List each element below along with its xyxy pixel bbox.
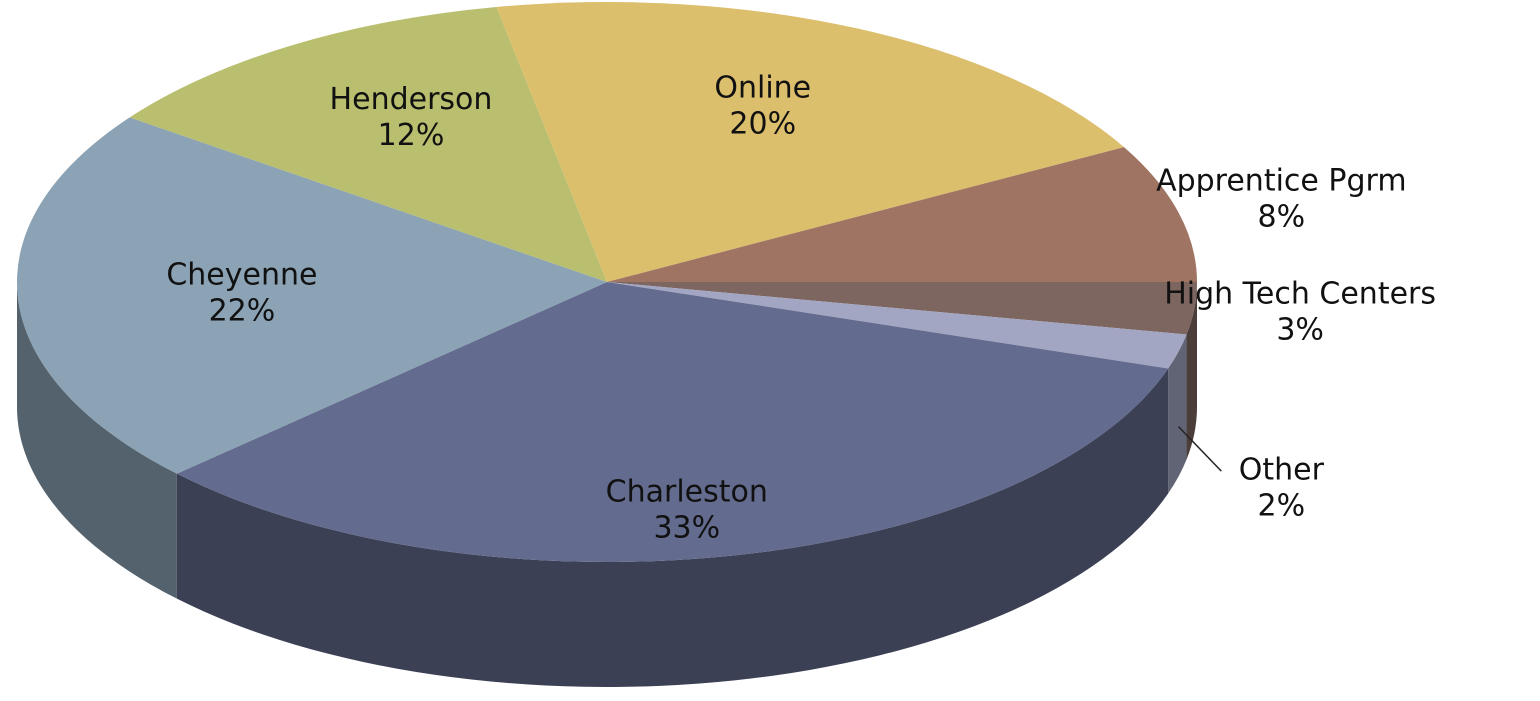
slice-side	[176, 368, 1169, 687]
slice	[607, 282, 1187, 369]
slice	[16, 117, 607, 474]
slice-value-label: 8%	[1258, 199, 1306, 234]
slice-label: Online	[714, 70, 811, 105]
slice-value-label: 20%	[729, 106, 796, 141]
slice-side	[1168, 334, 1187, 494]
slice-label: Charleston	[606, 474, 768, 509]
slice-value-label: 3%	[1276, 313, 1324, 348]
slice	[607, 282, 1197, 335]
slice-label: Henderson	[330, 82, 493, 117]
slice	[176, 282, 1169, 562]
slice	[607, 147, 1197, 282]
slice-value-label: 22%	[209, 294, 276, 329]
slice	[496, 1, 1125, 282]
slice-label: Other	[1239, 453, 1325, 488]
slice-side	[1186, 282, 1197, 460]
slice-label: High Tech Centers	[1164, 277, 1436, 312]
slice-label: Apprentice Pgrm	[1156, 163, 1407, 198]
leader-line	[1177, 426, 1222, 472]
slice-value-label: 33%	[653, 510, 720, 545]
slice-label: Cheyenne	[166, 258, 317, 293]
slice	[129, 6, 607, 283]
slice-side	[17, 282, 177, 599]
slice-value-label: 12%	[378, 118, 445, 153]
slice-value-label: 2%	[1258, 489, 1306, 524]
